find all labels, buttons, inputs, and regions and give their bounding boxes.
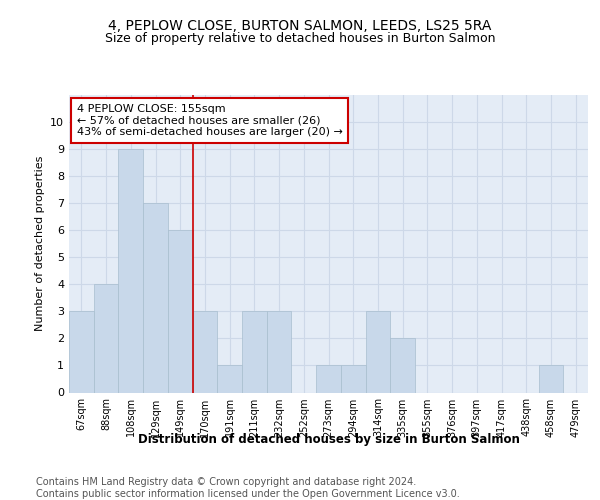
Text: 4, PEPLOW CLOSE, BURTON SALMON, LEEDS, LS25 5RA: 4, PEPLOW CLOSE, BURTON SALMON, LEEDS, L… bbox=[109, 19, 491, 33]
Bar bbox=[390, 338, 415, 392]
Bar bbox=[217, 366, 242, 392]
Bar bbox=[539, 366, 563, 392]
Y-axis label: Number of detached properties: Number of detached properties bbox=[35, 156, 44, 332]
Bar bbox=[316, 366, 341, 392]
Bar bbox=[69, 312, 94, 392]
Text: 4 PEPLOW CLOSE: 155sqm
← 57% of detached houses are smaller (26)
43% of semi-det: 4 PEPLOW CLOSE: 155sqm ← 57% of detached… bbox=[77, 104, 343, 137]
Bar bbox=[242, 312, 267, 392]
Bar bbox=[118, 149, 143, 392]
Bar bbox=[341, 366, 365, 392]
Text: Contains HM Land Registry data © Crown copyright and database right 2024.
Contai: Contains HM Land Registry data © Crown c… bbox=[36, 478, 460, 499]
Bar bbox=[143, 203, 168, 392]
Bar bbox=[168, 230, 193, 392]
Text: Size of property relative to detached houses in Burton Salmon: Size of property relative to detached ho… bbox=[105, 32, 495, 45]
Bar bbox=[365, 312, 390, 392]
Bar bbox=[267, 312, 292, 392]
Text: Distribution of detached houses by size in Burton Salmon: Distribution of detached houses by size … bbox=[138, 432, 520, 446]
Bar bbox=[94, 284, 118, 393]
Bar bbox=[193, 312, 217, 392]
